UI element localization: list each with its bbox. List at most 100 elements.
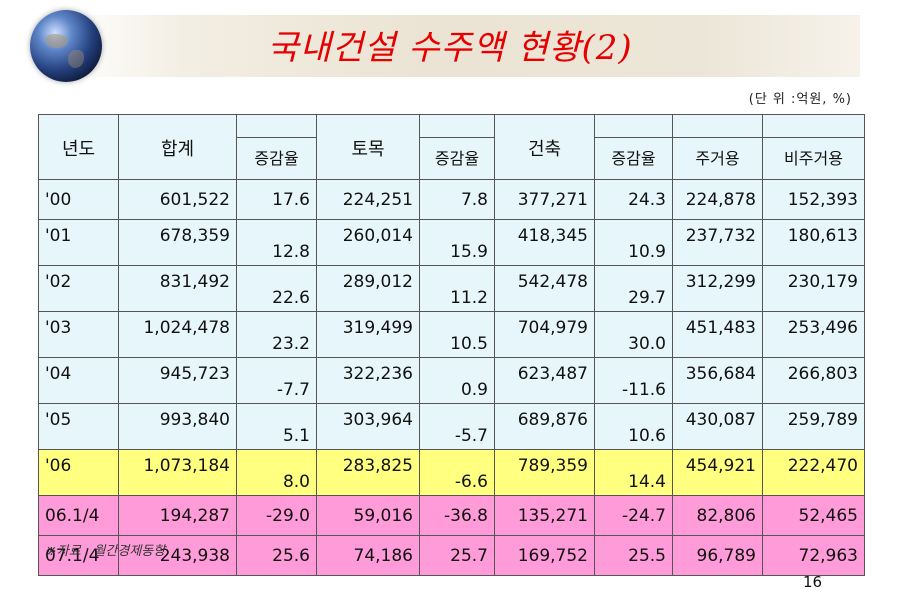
cell-year: '04 — [38, 357, 119, 404]
cell-civil-rate: -5.7 — [419, 403, 495, 450]
cell-nonresidential: 180,613 — [762, 219, 865, 266]
cell-building: 789,359 — [494, 449, 595, 496]
cell-civil: 303,964 — [316, 403, 420, 450]
cell-total-rate: -29.0 — [236, 495, 317, 536]
header-nonresidential: 비주거용 — [762, 114, 865, 180]
cell-building-rate: 10.9 — [594, 219, 673, 266]
page-number: 16 — [803, 573, 823, 591]
cell-total-rate: -7.7 — [236, 357, 317, 404]
header-civil-rate: 증감율 — [419, 114, 495, 180]
cell-building: 377,271 — [494, 179, 595, 220]
table-row: 06.1/4 194,287 -29.0 59,016 -36.8 135,271 -24.… — [38, 495, 865, 536]
page-title: 국내건설 수주액 현황(2) — [267, 28, 633, 68]
cell-residential: 224,878 — [672, 179, 763, 220]
cell-building: 689,876 — [494, 403, 595, 450]
header-total-rate: 증감율 — [236, 114, 317, 180]
cell-civil-rate: 15.9 — [419, 219, 495, 266]
cell-year: '01 — [38, 219, 119, 266]
cell-year: '03 — [38, 311, 119, 358]
cell-nonresidential: 230,179 — [762, 265, 865, 312]
cell-year: '05 — [38, 403, 119, 450]
cell-nonresidential: 253,496 — [762, 311, 865, 358]
header-residential: 주거용 — [672, 114, 763, 180]
cell-total: 945,723 — [118, 357, 237, 404]
table-row: 07.1/4 243,938 25.6 74,186 25.7 169,752 25.5 96… — [38, 535, 865, 576]
world-map-strip — [65, 15, 860, 77]
table-row: '05 993,840 5.1 303,964 -5.7 689,876 10.6 430,0… — [38, 403, 865, 450]
header-year: 년도 — [38, 114, 119, 180]
cell-nonresidential: 259,789 — [762, 403, 865, 450]
cell-total-rate: 23.2 — [236, 311, 317, 358]
cell-building-rate: 14.4 — [594, 449, 673, 496]
cell-building-rate: 10.6 — [594, 403, 673, 450]
cell-building-rate: 29.7 — [594, 265, 673, 312]
cell-civil-rate: -6.6 — [419, 449, 495, 496]
cell-civil-rate: 11.2 — [419, 265, 495, 312]
cell-building: 542,478 — [494, 265, 595, 312]
cell-civil: 260,014 — [316, 219, 420, 266]
header-civil: 토목 — [316, 114, 420, 180]
header-building-rate: 증감율 — [594, 114, 673, 180]
title-banner: 국내건설 수주액 현황(2) — [0, 0, 900, 86]
source-note: ※자료 : 월간경제동향 — [46, 544, 166, 559]
table-row: '02 831,492 22.6 289,012 11.2 542,478 29.7 312,… — [38, 265, 865, 312]
cell-civil-rate: 25.7 — [419, 535, 495, 576]
cell-residential: 356,684 — [672, 357, 763, 404]
table-row: '00 601,522 17.6 224,251 7.8 377,271 24.3 224,8… — [38, 179, 865, 220]
header-building: 건축 — [494, 114, 595, 180]
cell-total-rate: 17.6 — [236, 179, 317, 220]
cell-total: 993,840 — [118, 403, 237, 450]
cell-building: 704,979 — [494, 311, 595, 358]
cell-civil: 319,499 — [316, 311, 420, 358]
cell-civil: 59,016 — [316, 495, 420, 536]
table-row: '03 1,024,478 23.2 319,499 10.5 704,979 30.0 45… — [38, 311, 865, 358]
cell-residential: 454,921 — [672, 449, 763, 496]
cell-civil-rate: -36.8 — [419, 495, 495, 536]
cell-building-rate: 30.0 — [594, 311, 673, 358]
cell-civil-rate: 0.9 — [419, 357, 495, 404]
cell-total: 678,359 — [118, 219, 237, 266]
cell-total-rate: 8.0 — [236, 449, 317, 496]
cell-building-rate: 25.5 — [594, 535, 673, 576]
cell-nonresidential: 152,393 — [762, 179, 865, 220]
cell-total-rate: 25.6 — [236, 535, 317, 576]
cell-building: 418,345 — [494, 219, 595, 266]
cell-building: 135,271 — [494, 495, 595, 536]
table-row: '01 678,359 12.8 260,014 15.9 418,345 10.9 237,… — [38, 219, 865, 266]
cell-total: 243,938 — [118, 535, 237, 576]
cell-building-rate: -24.7 — [594, 495, 673, 536]
cell-total-rate: 22.6 — [236, 265, 317, 312]
table-row: '04 945,723 -7.7 322,236 0.9 623,487 -11.6 356,… — [38, 357, 865, 404]
cell-civil: 283,825 — [316, 449, 420, 496]
cell-residential: 82,806 — [672, 495, 763, 536]
cell-total: 1,073,184 — [118, 449, 237, 496]
cell-residential: 237,732 — [672, 219, 763, 266]
header-total: 합계 — [118, 114, 237, 180]
cell-year: '00 — [38, 179, 119, 220]
cell-residential: 451,483 — [672, 311, 763, 358]
cell-building: 623,487 — [494, 357, 595, 404]
globe-icon — [30, 10, 102, 82]
cell-year: 06.1/4 — [38, 495, 119, 536]
cell-residential: 430,087 — [672, 403, 763, 450]
cell-year: 07.1/4 — [38, 535, 119, 576]
unit-label: (단 위 :억원, %) — [748, 92, 852, 107]
cell-building-rate: -11.6 — [594, 357, 673, 404]
cell-nonresidential: 222,470 — [762, 449, 865, 496]
cell-civil: 322,236 — [316, 357, 420, 404]
cell-total-rate: 12.8 — [236, 219, 317, 266]
cell-total: 831,492 — [118, 265, 237, 312]
cell-nonresidential: 72,963 — [762, 535, 865, 576]
cell-civil-rate: 10.5 — [419, 311, 495, 358]
cell-total: 1,024,478 — [118, 311, 237, 358]
cell-total-rate: 5.1 — [236, 403, 317, 450]
cell-civil-rate: 7.8 — [419, 179, 495, 220]
cell-civil: 74,186 — [316, 535, 420, 576]
cell-civil: 289,012 — [316, 265, 420, 312]
table-row: '06 1,073,184 8.0 283,825 -6.6 789,359 14.4 454… — [38, 449, 865, 496]
cell-total: 601,522 — [118, 179, 237, 220]
cell-civil: 224,251 — [316, 179, 420, 220]
cell-nonresidential: 266,803 — [762, 357, 865, 404]
cell-total: 194,287 — [118, 495, 237, 536]
cell-nonresidential: 52,465 — [762, 495, 865, 536]
